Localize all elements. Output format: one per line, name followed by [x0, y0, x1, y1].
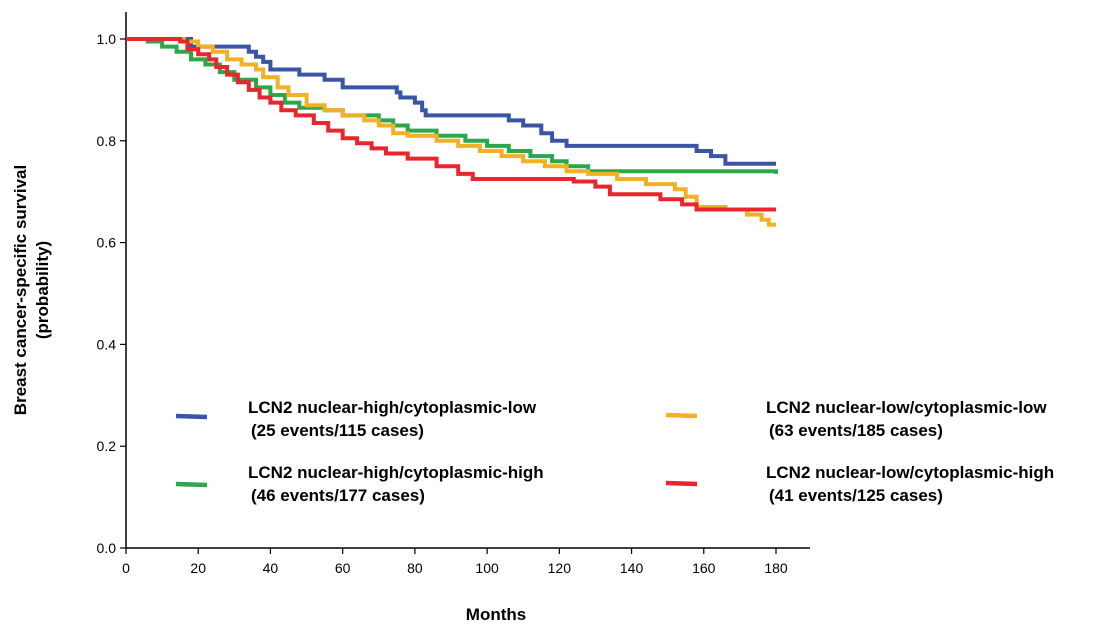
- tick-labels: 0 20 40 60 80 100 120 140 160 180 0.0 0.2 0.4 0.6 0.8 1…: [97, 31, 788, 576]
- x-tick-label: 60: [335, 560, 351, 576]
- y-tick-label: 0.6: [97, 235, 117, 251]
- axes: [125, 12, 810, 549]
- legend-label-blue: LCN2 nuclear-high/cytoplasmic-low: [248, 398, 537, 417]
- x-tick-label: 160: [692, 560, 716, 576]
- legend-count-blue: (25 events/115 cases): [251, 421, 424, 440]
- x-tick-label: 100: [475, 560, 499, 576]
- y-tick-label: 1.0: [97, 31, 117, 47]
- y-axis-title: Breast cancer-specific survival (probabi…: [11, 165, 52, 415]
- series-line-green: [126, 37, 778, 174]
- x-tick-label: 180: [764, 560, 788, 576]
- legend-label-yellow: LCN2 nuclear-low/cytoplasmic-low: [766, 398, 1047, 417]
- legend-swatch-yellow: [665, 412, 698, 419]
- legend-label-red: LCN2 nuclear-low/cytoplasmic-high: [766, 463, 1054, 482]
- x-tick-label: 0: [122, 560, 130, 576]
- series-lines: [126, 37, 778, 227]
- y-axis-title-line1: Breast cancer-specific survival: [11, 165, 30, 415]
- tick-marks: [120, 38, 777, 554]
- legend-swatch-green: [175, 481, 208, 488]
- series-line-blue: [126, 37, 776, 166]
- y-tick-label: 0.4: [97, 336, 117, 352]
- series-line-red: [126, 37, 776, 212]
- x-tick-label: 40: [263, 560, 279, 576]
- legend-item-yellow: LCN2 nuclear-low/cytoplasmic-low (63 eve…: [665, 398, 1047, 440]
- x-tick-label: 140: [620, 560, 644, 576]
- legend-count-yellow: (63 events/185 cases): [769, 421, 943, 440]
- legend-swatch-blue: [175, 413, 208, 420]
- x-tick-label: 120: [548, 560, 572, 576]
- y-tick-label: 0.0: [97, 540, 117, 556]
- legend-swatch-red: [665, 480, 698, 487]
- y-axis-title-line2: (probability): [33, 241, 52, 339]
- legend-label-green: LCN2 nuclear-high/cytoplasmic-high: [248, 463, 544, 482]
- x-tick-label: 80: [407, 560, 423, 576]
- legend-item-green: LCN2 nuclear-high/cytoplasmic-high (46 e…: [175, 463, 544, 505]
- legend-item-blue: LCN2 nuclear-high/cytoplasmic-low (25 ev…: [175, 398, 537, 440]
- legend: LCN2 nuclear-high/cytoplasmic-low (25 ev…: [175, 398, 1054, 505]
- y-tick-label: 0.8: [97, 133, 117, 149]
- series-line-yellow: [126, 37, 776, 227]
- y-tick-label: 0.2: [97, 438, 117, 454]
- legend-count-green: (46 events/177 cases): [251, 486, 425, 505]
- legend-count-red: (41 events/125 cases): [769, 486, 943, 505]
- x-axis-title: Months: [466, 605, 526, 624]
- legend-item-red: LCN2 nuclear-low/cytoplasmic-high (41 ev…: [665, 463, 1054, 505]
- x-tick-label: 20: [190, 560, 206, 576]
